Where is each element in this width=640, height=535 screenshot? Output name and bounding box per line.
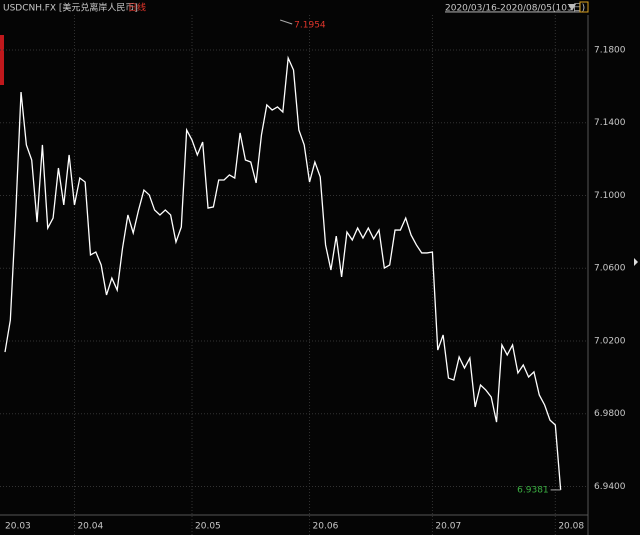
y-tick-label: 6.9400 bbox=[594, 482, 626, 492]
price-line bbox=[4, 55, 562, 490]
y-tick-label: 7.0600 bbox=[594, 264, 626, 274]
x-tick-label: 20.08 bbox=[558, 522, 584, 532]
y-tick-label: 7.1400 bbox=[594, 118, 626, 128]
chart-title: USDCNH.FX [美元兑离岸人民币] bbox=[3, 2, 138, 14]
settings-icon[interactable] bbox=[579, 1, 589, 13]
y-tick-label: 7.1800 bbox=[594, 46, 626, 56]
x-tick-label: 20.05 bbox=[195, 522, 221, 532]
x-tick-label: 20.03 bbox=[5, 522, 31, 532]
y-tick-label: 7.0200 bbox=[594, 336, 626, 346]
period-label[interactable]: 日线 bbox=[128, 2, 146, 14]
side-marker bbox=[0, 35, 4, 85]
x-tick-label: 20.04 bbox=[77, 522, 103, 532]
x-tick-label: 20.06 bbox=[313, 522, 339, 532]
x-tick-label: 20.07 bbox=[435, 522, 461, 532]
expand-arrow[interactable] bbox=[634, 258, 638, 266]
y-tick-label: 6.9800 bbox=[594, 409, 626, 419]
y-tick-label: 7.1000 bbox=[594, 191, 626, 201]
dropdown-icon[interactable] bbox=[568, 4, 576, 11]
range-label[interactable]: 2020/03/16-2020/08/05(103日) bbox=[445, 3, 585, 14]
low-label: 6.9381 bbox=[517, 485, 549, 495]
high-label: 7.1954 bbox=[294, 21, 326, 31]
high-pointer bbox=[280, 19, 293, 25]
